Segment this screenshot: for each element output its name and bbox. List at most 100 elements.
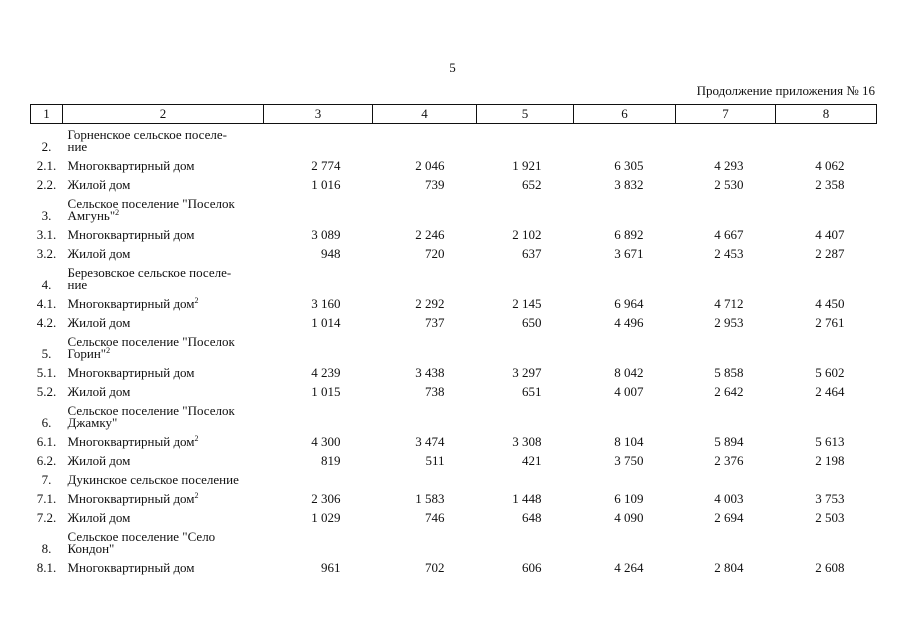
footnote-mark: 2: [115, 208, 120, 217]
row-name: Многоквартирный дом2: [63, 489, 264, 508]
empty-cell: [776, 194, 877, 225]
row-number: 6.2.: [36, 453, 57, 468]
row-name: Березовское сельское поселе-ние: [63, 263, 264, 294]
empty-cell: [264, 124, 373, 157]
value-cell: 421: [522, 453, 542, 468]
empty-cell: [477, 401, 574, 432]
value-cell: 4 667: [714, 227, 744, 242]
data-row: 5.2. Жилой дом 1 015 738 651 4 007 2 642 2 464: [31, 382, 877, 401]
name-line: Жилой дом: [67, 510, 131, 525]
empty-cell: [373, 332, 477, 363]
value-cell: 1 921: [512, 158, 542, 173]
row-number: 6.: [41, 415, 52, 430]
value-cell: 606: [522, 560, 542, 575]
value-cell: 3 753: [815, 491, 845, 506]
name-line: ние: [67, 277, 88, 292]
header-cell: 5: [476, 104, 574, 124]
value-cell: 2 046: [415, 158, 445, 173]
data-row: 4.1. Многоквартирный дом2 3 160 2 292 2 145 6…: [31, 294, 877, 313]
row-name: Сельское поселение "Поселок Горин"2: [63, 332, 264, 363]
empty-cell: [776, 263, 877, 294]
value-cell: 2 453: [714, 246, 744, 261]
name-line: Сельское поселение "Поселок: [67, 196, 235, 211]
value-cell: 702: [425, 560, 445, 575]
value-cell: 1 016: [311, 177, 341, 192]
name-line: Жилой дом: [67, 453, 131, 468]
name-line: Сельское поселение "Поселок: [67, 403, 235, 418]
value-cell: 4 007: [614, 384, 644, 399]
empty-cell: [477, 332, 574, 363]
data-row: 7.1. Многоквартирный дом2 2 306 1 583 1 448 6…: [31, 489, 877, 508]
empty-cell: [676, 470, 776, 489]
value-cell: 2 464: [815, 384, 845, 399]
value-cell: 1 583: [415, 491, 445, 506]
empty-cell: [264, 263, 373, 294]
row-name: Жилой дом: [63, 508, 264, 527]
data-row: 4.2. Жилой дом 1 014 737 650 4 496 2 953 2 761: [31, 313, 877, 332]
value-cell: 2 530: [714, 177, 744, 192]
empty-cell: [373, 401, 477, 432]
value-cell: 651: [522, 384, 542, 399]
section-row: 4. Березовское сельское поселе-ние: [31, 263, 877, 294]
section-row: 2. Горненское сельское поселе-ние: [31, 124, 877, 157]
row-number: 8.1.: [36, 560, 57, 575]
name-line: Горненское сельское поселе-: [67, 127, 227, 142]
empty-cell: [477, 470, 574, 489]
row-number: 7.1.: [36, 491, 57, 506]
name-line: Дукинское сельское поселение: [67, 472, 239, 487]
empty-cell: [776, 527, 877, 558]
empty-cell: [373, 470, 477, 489]
row-number: 6.1.: [36, 434, 57, 449]
value-cell: 2 774: [311, 158, 341, 173]
empty-cell: [676, 401, 776, 432]
value-cell: 2 246: [415, 227, 445, 242]
row-number: 4.2.: [36, 315, 57, 330]
name-line: ние: [67, 139, 88, 154]
value-cell: 6 109: [614, 491, 644, 506]
name-line: Горин": [67, 346, 107, 361]
row-number: 4.: [41, 277, 52, 292]
value-cell: 4 300: [311, 434, 341, 449]
row-number: 3.1.: [36, 227, 57, 242]
value-cell: 2 608: [815, 560, 845, 575]
empty-cell: [776, 401, 877, 432]
data-row: 2.2. Жилой дом 1 016 739 652 3 832 2 530 2 358: [31, 175, 877, 194]
value-cell: 4 264: [614, 560, 644, 575]
value-cell: 2 292: [415, 296, 445, 311]
row-name: Многоквартирный дом: [63, 156, 264, 175]
value-cell: 3 438: [415, 365, 445, 380]
data-row: 7.2. Жилой дом 1 029 746 648 4 090 2 694 2 503: [31, 508, 877, 527]
value-cell: 648: [522, 510, 542, 525]
section-row: 5. Сельское поселение "Поселок Горин"2: [31, 332, 877, 363]
data-row: 6.1. Многоквартирный дом2 4 300 3 474 3 308 8…: [31, 432, 877, 451]
name-line: Сельское поселение "Поселок: [67, 334, 235, 349]
empty-cell: [676, 332, 776, 363]
name-line: Амгунь": [67, 208, 116, 223]
empty-cell: [477, 527, 574, 558]
empty-cell: [676, 263, 776, 294]
value-cell: 2 198: [815, 453, 845, 468]
value-cell: 819: [321, 453, 341, 468]
value-cell: 2 287: [815, 246, 845, 261]
value-cell: 2 376: [714, 453, 744, 468]
empty-cell: [264, 332, 373, 363]
empty-cell: [574, 332, 676, 363]
empty-cell: [676, 527, 776, 558]
value-cell: 2 145: [512, 296, 542, 311]
row-number: 2.1.: [36, 158, 57, 173]
value-cell: 2 642: [714, 384, 744, 399]
value-cell: 4 003: [714, 491, 744, 506]
row-number: 7.2.: [36, 510, 57, 525]
value-cell: 8 104: [614, 434, 644, 449]
empty-cell: [477, 263, 574, 294]
empty-cell: [676, 194, 776, 225]
value-cell: 961: [321, 560, 341, 575]
row-name: Сельское поселение "Поселок Амгунь"2: [63, 194, 264, 225]
value-cell: 5 613: [815, 434, 845, 449]
name-line: Многоквартирный дом: [67, 158, 195, 173]
footnote-mark: 2: [106, 346, 111, 355]
header-cell: 4: [372, 104, 477, 124]
empty-cell: [264, 470, 373, 489]
empty-cell: [373, 124, 477, 157]
